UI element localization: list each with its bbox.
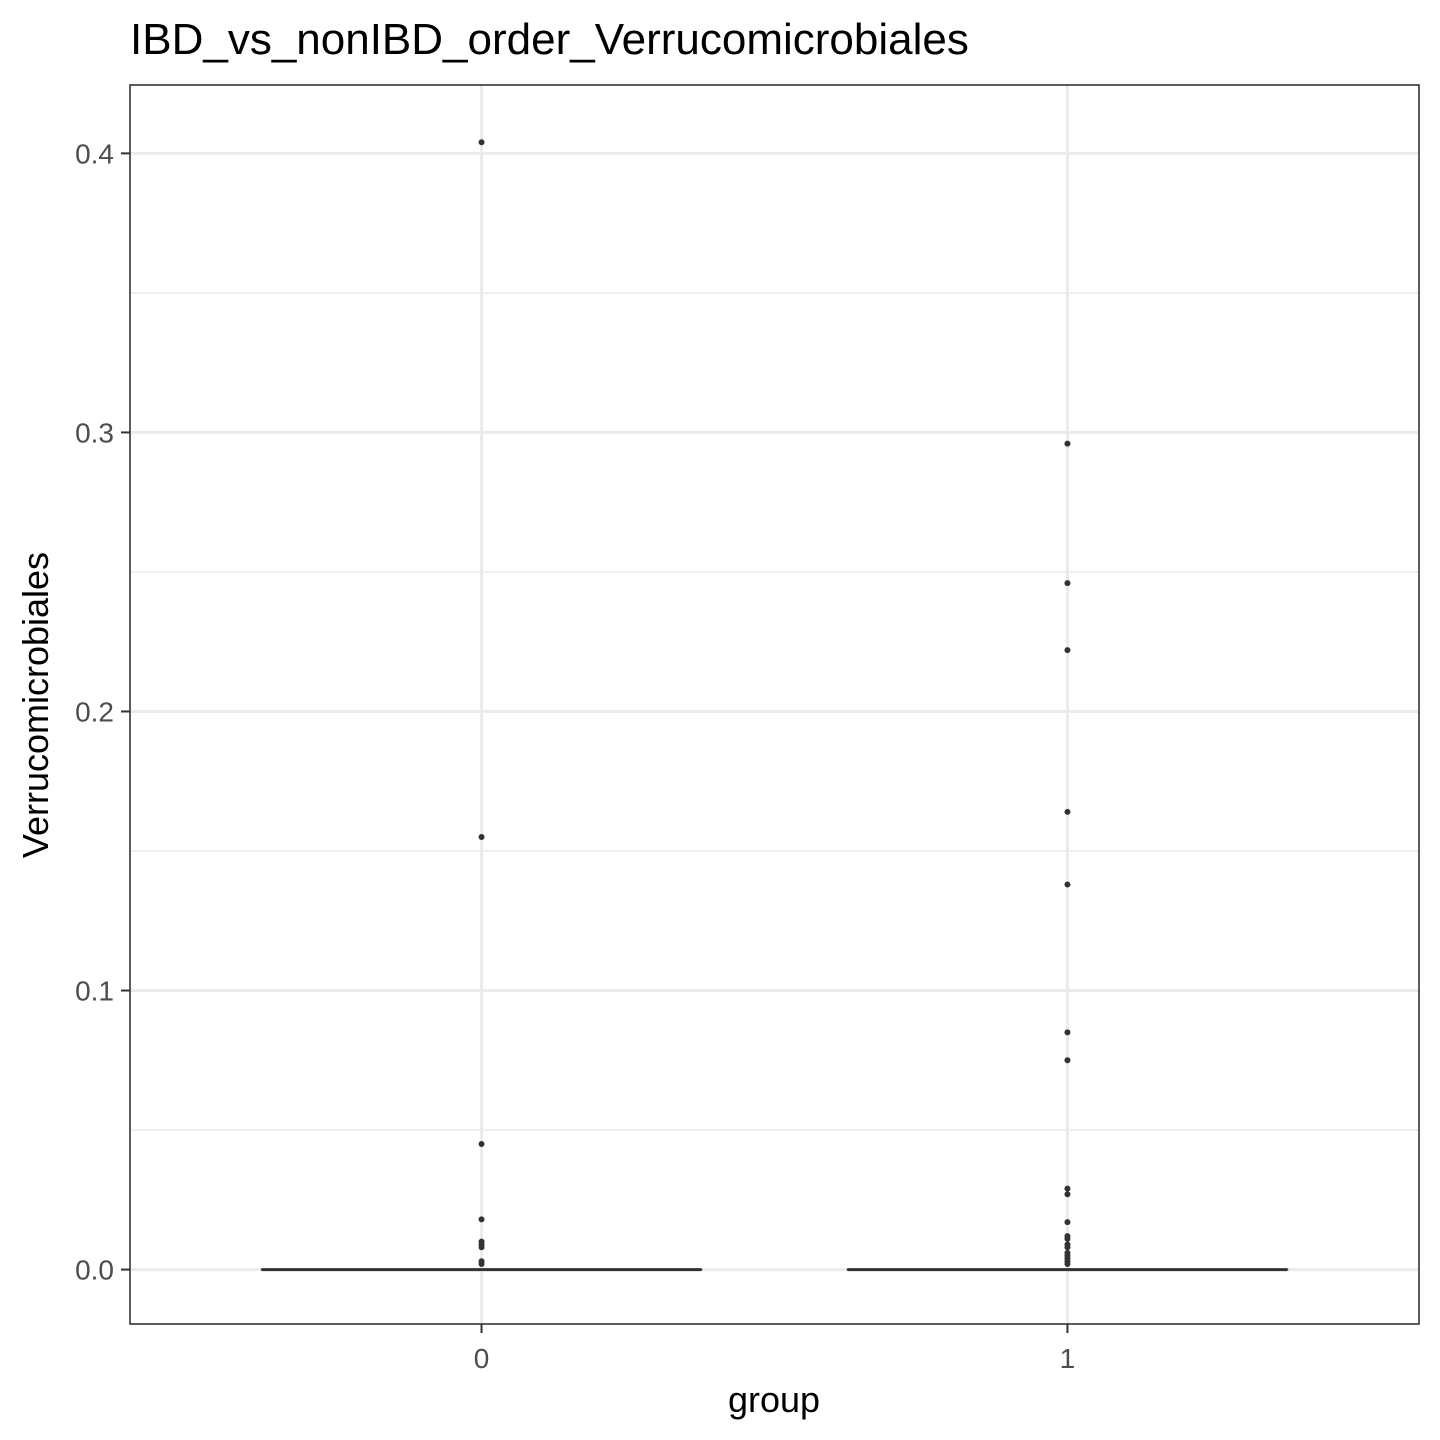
y-tick-label: 0.2 [75,696,114,727]
outlier-point [1064,440,1071,447]
axes: 0.0 0.1 0.2 0.3 0.4 0 1 [75,138,1075,1374]
outlier-point [1064,881,1071,888]
outlier-point [1064,1261,1071,1268]
chart-title: IBD_vs_nonIBD_order_Verrucomicrobiales [130,15,969,64]
outlier-points [478,139,1071,1268]
x-axis-title: group [728,1379,820,1420]
outlier-point [478,1216,485,1223]
panel-border [129,84,1420,1325]
outlier-point [1064,1057,1071,1064]
outlier-point [478,1141,485,1148]
x-tick-label: 1 [1060,1343,1076,1374]
y-tick-label: 0.0 [75,1255,114,1286]
y-tick-label: 0.3 [75,417,114,448]
grid [130,85,1419,1324]
outlier-point [1064,1185,1071,1192]
outlier-point [1064,1235,1071,1242]
y-tick-label: 0.4 [75,138,114,169]
outlier-point [1064,580,1071,587]
outlier-point [1064,1219,1071,1226]
y-tick-label: 0.1 [75,976,114,1007]
outlier-point [478,1244,485,1251]
outlier-point [1064,808,1071,815]
y-axis-title: Verrucomicrobiales [15,552,56,858]
outlier-point [1064,1244,1071,1251]
outlier-point [1064,647,1071,654]
x-tick-label: 0 [474,1343,490,1374]
outlier-point [1064,1029,1071,1036]
outlier-point [1064,1191,1071,1198]
outlier-point [478,834,485,841]
outlier-point [478,139,485,146]
outlier-point [478,1261,485,1268]
